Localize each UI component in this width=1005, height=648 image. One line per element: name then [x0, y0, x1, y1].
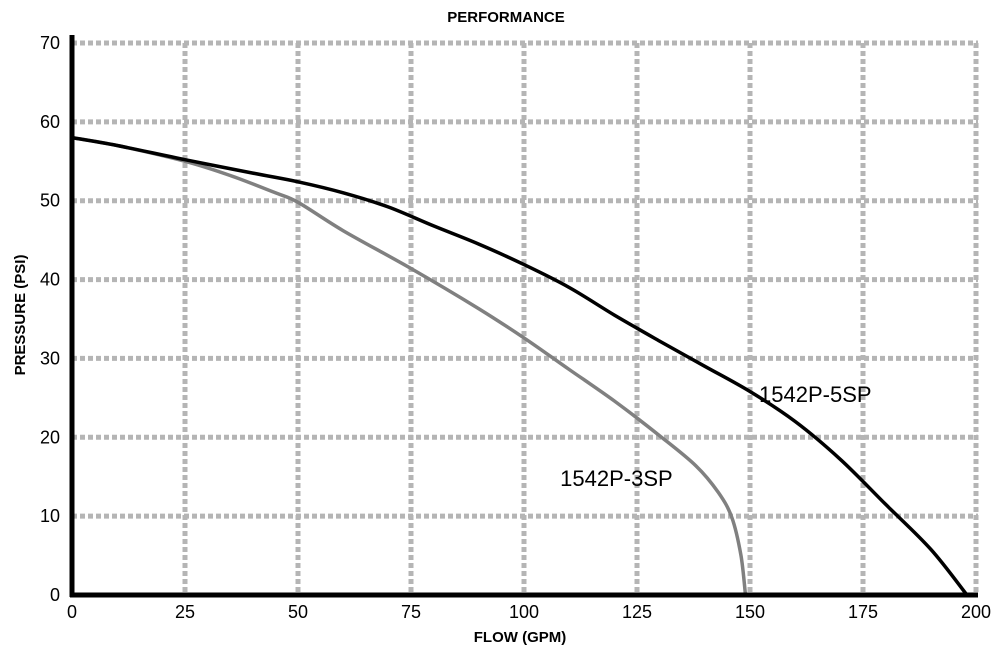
series-line-1542p-5sp [70, 135, 969, 597]
series-line-1542p-3sp [70, 135, 748, 597]
chart-title: PERFORMANCE [447, 9, 565, 26]
y-tick-label: 30 [40, 348, 60, 368]
series-label: 1542P-5SP [759, 382, 872, 407]
x-tick-label: 175 [848, 602, 878, 622]
x-tick-label: 150 [735, 602, 765, 622]
series-labels: 1542P-5SP 1542P-3SP [560, 382, 871, 491]
series-layer [70, 135, 969, 597]
x-tick-label: 125 [622, 602, 652, 622]
y-tick-label: 20 [40, 427, 60, 447]
y-tick-label: 70 [40, 33, 60, 53]
series-label: 1542P-3SP [560, 466, 673, 491]
y-tick-label: 60 [40, 112, 60, 132]
x-tick-label: 0 [67, 602, 77, 622]
x-tick-label: 25 [175, 602, 195, 622]
x-tick-label: 75 [401, 602, 421, 622]
axes [69, 35, 978, 598]
x-tick-label: 100 [509, 602, 539, 622]
x-axis-label: FLOW (GPM) [474, 629, 566, 646]
y-tick-label: 40 [40, 270, 60, 290]
y-tick-label: 10 [40, 506, 60, 526]
y-tick-label: 0 [50, 585, 60, 605]
y-axis-label: PRESSURE (PSI) [12, 255, 29, 376]
y-tick-labels: 0 10 20 30 40 50 60 70 [40, 33, 60, 605]
y-tick-label: 50 [40, 191, 60, 211]
grid [72, 40, 979, 595]
x-tick-label: 200 [961, 602, 991, 622]
x-tick-label: 50 [288, 602, 308, 622]
x-tick-labels: 0 25 50 75 100 125 150 175 200 [67, 602, 991, 622]
